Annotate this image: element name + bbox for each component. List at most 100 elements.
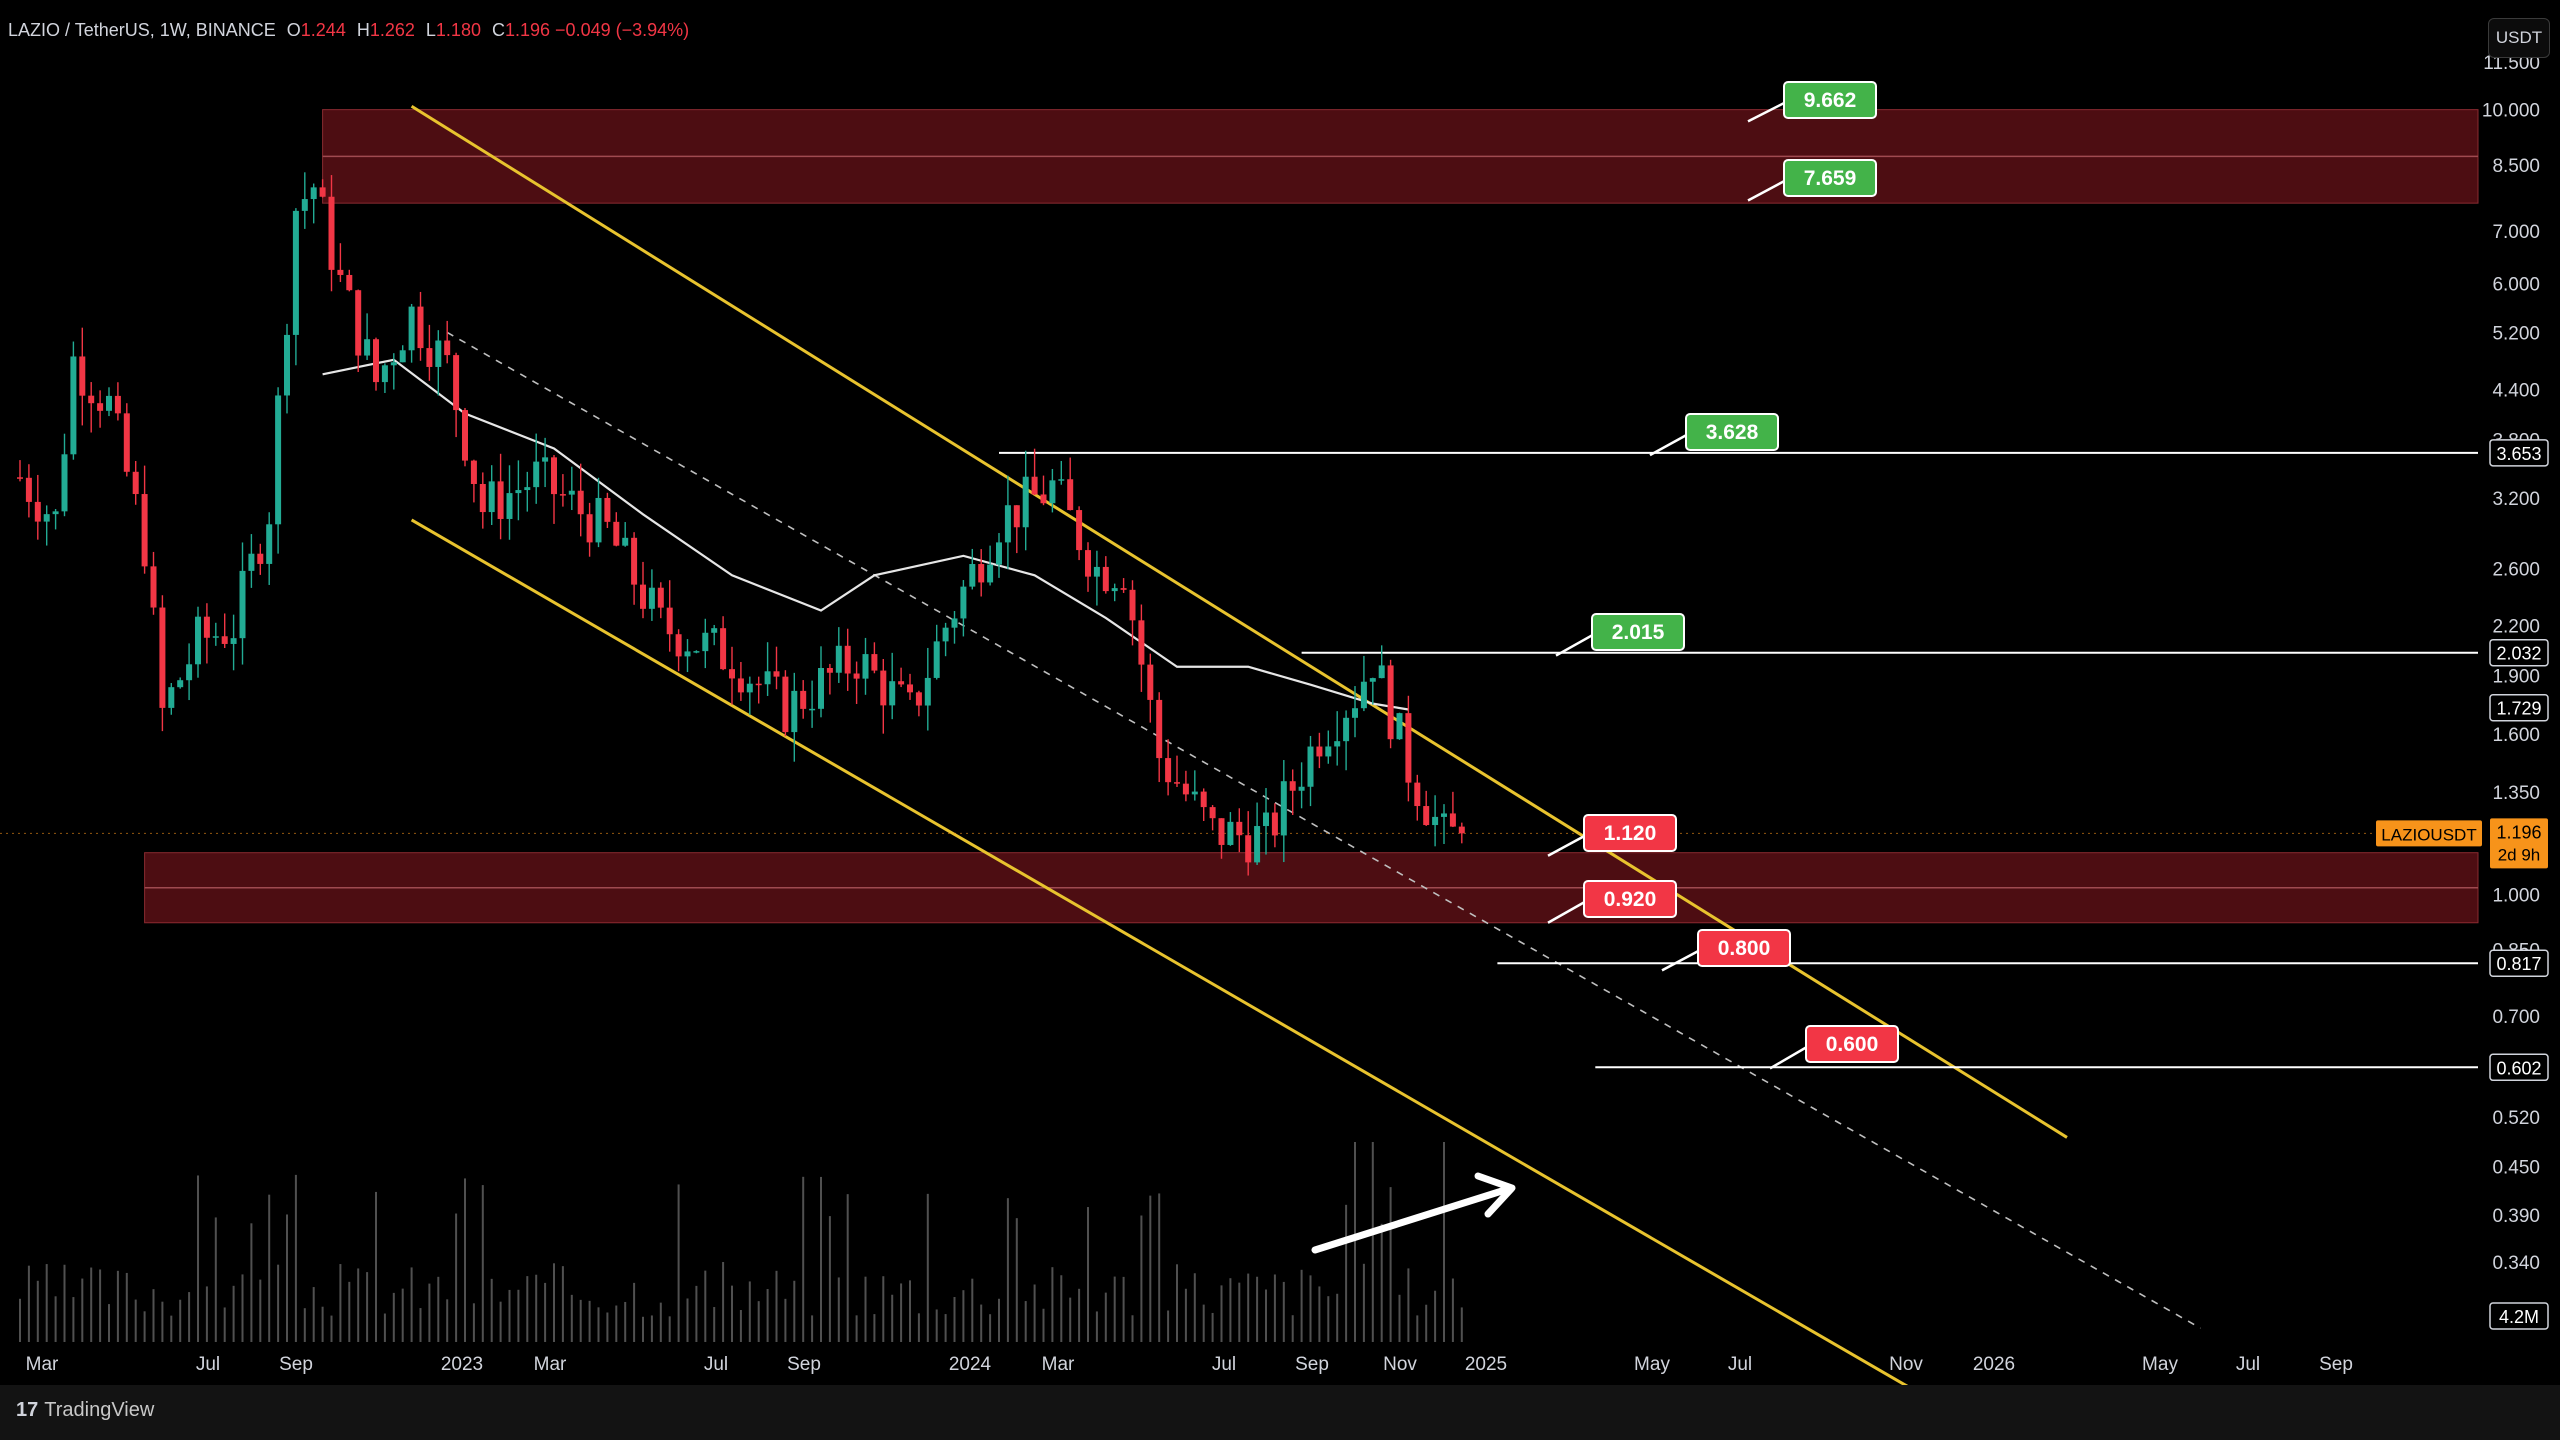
symbol-tag-label: LAZIOUSDT [2381,825,2476,844]
axis-level-label-4: 0.602 [2496,1058,2541,1078]
candle-body [586,514,593,543]
axis-level-box-0 [2489,439,2549,467]
target-up-2-box [1685,413,1779,451]
tradingview-logo-icon: 17 [16,1399,39,1421]
volume-bar [517,1289,520,1342]
candle-body [1325,746,1332,757]
volume-bar [63,1264,66,1342]
candle-body [835,645,842,673]
supply-demand-zones [144,109,2479,924]
y-tick-12: 1.600 [2492,725,2540,746]
target-up-1-label: 7.659 [1804,167,1857,190]
candle-body [898,681,905,685]
volume-bar [232,1285,235,1342]
volume-bar [134,1299,137,1342]
volume-bar [900,1283,903,1342]
volume-bar [36,1280,39,1342]
volume-bar [143,1311,146,1342]
volume-bar [668,1316,671,1342]
volume-bar [1087,1207,1089,1342]
volume-bar [294,1174,297,1342]
currency-unit-button[interactable]: USDT [2488,18,2550,58]
candle-body [390,362,397,366]
symbol-header: LAZIO / TetherUS, 1W, BINANCE O1.244 H1.… [8,20,689,41]
volume-bar [1211,1312,1214,1342]
x-tick-12: 2025 [1465,1354,1507,1375]
arrow-head [1474,1172,1516,1218]
candle-body [1245,835,1252,863]
volume-bar [1451,1278,1454,1342]
current-price-box [2490,818,2548,869]
volume-bar [828,1216,831,1342]
volume-bar [1220,1285,1223,1342]
volume-bar [837,1277,840,1342]
x-tick-18: Jul [2236,1354,2260,1375]
tradingview-brand[interactable]: 17 TradingView [16,1399,154,1422]
candle-body [1076,510,1083,551]
target-down-0-label: 1.120 [1604,822,1657,845]
candle-body [1156,699,1163,759]
volume-bar [259,1279,262,1342]
candle-body [818,667,824,709]
brand-name: TradingView [44,1399,155,1421]
candle-body [248,553,255,571]
volume-bar [1371,1142,1374,1342]
candle-body [1058,479,1065,481]
candle-body [150,566,157,608]
candle-body [381,365,388,383]
channel-upper-line [410,104,2068,1139]
volume-bar [116,1270,119,1342]
volume-bar [312,1287,315,1342]
candle-body [737,678,744,693]
volume-bar [108,1304,110,1342]
candle-body [1396,713,1403,740]
y-tick-8: 3.200 [2492,489,2540,510]
volume-bar [348,1281,351,1342]
target-up-0-label: 9.662 [1804,89,1857,112]
volume-bar [1318,1286,1321,1342]
candle-body [542,457,549,462]
candle-body [1352,708,1358,718]
volume-bar [1362,1263,1365,1342]
low-label: L [425,20,436,40]
target-down-2-box [1697,929,1791,967]
volume-bar [321,1306,324,1342]
volume-bar [713,1307,716,1342]
volume-bar [1167,1310,1170,1342]
volume-bar [535,1274,538,1342]
candle-body [114,395,121,414]
y-tick-5: 5.200 [2492,323,2540,344]
candle-body [996,542,1002,565]
candle-body [809,708,816,711]
low-value: 1.180 [435,20,481,40]
volume-bar [971,1278,974,1342]
x-tick-19: Sep [2319,1354,2353,1375]
candle-body [97,403,104,411]
candle-body [373,339,379,383]
candle-body [346,274,353,291]
candle-body [1200,791,1207,808]
candle-body [257,553,264,564]
candle-body [1369,678,1376,682]
candle-body [186,664,193,681]
volume-bar [615,1305,618,1342]
candle-body [470,460,477,484]
volume-bar [1282,1281,1285,1342]
candle-body [444,340,451,356]
candle-body [604,497,611,522]
volume-bar [704,1270,707,1342]
candle-body [1165,758,1172,783]
candle-body [844,645,851,674]
candle-body [1307,746,1314,787]
candle-body [337,269,344,275]
volume-bar [437,1276,440,1342]
volume-bar [1176,1264,1178,1342]
axis-level-box-2 [2489,693,2549,722]
candle-body [942,627,949,642]
volume-bar [811,1315,814,1342]
volume-bar [588,1300,591,1342]
candle-body [212,636,219,638]
candle-body [960,586,967,619]
volume-bar [1291,1315,1294,1342]
